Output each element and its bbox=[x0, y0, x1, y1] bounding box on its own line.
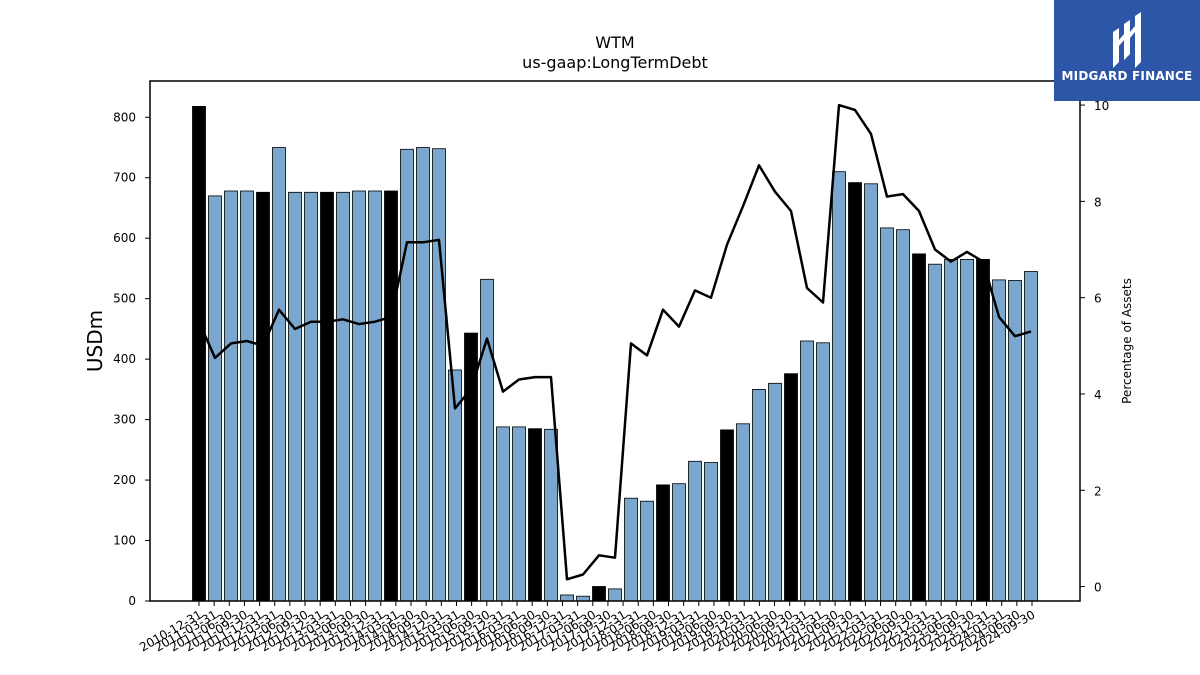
bar bbox=[736, 423, 750, 602]
bar bbox=[400, 148, 414, 602]
bar bbox=[432, 148, 446, 602]
bar bbox=[208, 195, 222, 602]
y2-tick-label: 2 bbox=[1094, 484, 1102, 498]
y2-axis-label: Percentage of Assets bbox=[1120, 278, 1134, 404]
bar bbox=[480, 278, 494, 602]
bar bbox=[752, 388, 766, 602]
bar bbox=[944, 258, 958, 602]
bar bbox=[976, 258, 990, 602]
y-tick-label: 300 bbox=[113, 413, 136, 427]
y-tick-label: 600 bbox=[113, 231, 136, 245]
y2-tick-label: 10 bbox=[1094, 99, 1109, 113]
y2-tick-label: 4 bbox=[1094, 388, 1102, 402]
y-tick-label: 200 bbox=[113, 473, 136, 487]
bar bbox=[960, 258, 974, 602]
bar bbox=[816, 342, 830, 602]
y-axis-label: USDm bbox=[83, 310, 107, 372]
bar bbox=[1008, 280, 1022, 602]
bar bbox=[800, 340, 814, 602]
y-axis-left: 0 100 200 300 400 500 600 700 800 bbox=[113, 110, 150, 608]
y2-tick-label: 0 bbox=[1094, 581, 1102, 595]
bar bbox=[192, 106, 206, 602]
bar bbox=[240, 190, 254, 602]
bar bbox=[352, 190, 366, 602]
bar bbox=[528, 428, 542, 602]
bar bbox=[512, 426, 526, 602]
y2-tick-label: 6 bbox=[1094, 292, 1102, 306]
bar bbox=[864, 183, 878, 602]
bar bbox=[896, 229, 910, 602]
y-tick-label: 800 bbox=[113, 110, 136, 124]
midgard-logo-icon bbox=[1113, 12, 1141, 68]
bar bbox=[768, 382, 782, 602]
bar bbox=[928, 263, 942, 602]
bar bbox=[624, 497, 638, 602]
bar bbox=[272, 147, 286, 602]
bar bbox=[720, 429, 734, 602]
y-tick-label: 0 bbox=[128, 594, 136, 608]
bar bbox=[912, 253, 926, 602]
bar bbox=[496, 426, 510, 602]
bar bbox=[832, 171, 846, 602]
bar bbox=[672, 483, 686, 602]
bar bbox=[560, 594, 574, 602]
percentage-line bbox=[197, 103, 1032, 581]
x-axis: 2010-12-312011-03-312011-06-302011-09-30… bbox=[137, 601, 1038, 654]
bar bbox=[256, 191, 270, 602]
y2-tick-label: 8 bbox=[1094, 195, 1102, 209]
bar bbox=[416, 147, 430, 602]
bar bbox=[688, 460, 702, 602]
bar bbox=[1024, 271, 1038, 602]
bar bbox=[848, 182, 862, 602]
bar bbox=[288, 191, 302, 602]
y-tick-label: 100 bbox=[113, 534, 136, 548]
bar bbox=[992, 279, 1006, 602]
bar bbox=[368, 190, 382, 602]
chart-title: WTM bbox=[595, 33, 634, 52]
bar-group bbox=[192, 106, 1038, 602]
bar bbox=[608, 588, 622, 602]
bar bbox=[656, 484, 670, 602]
y-axis-right: 0 2 4 6 8 10 bbox=[1080, 99, 1109, 595]
bar bbox=[592, 586, 606, 602]
y-tick-label: 500 bbox=[113, 292, 136, 306]
y-tick-label: 700 bbox=[113, 171, 136, 185]
bar bbox=[544, 428, 558, 602]
bar bbox=[384, 190, 398, 602]
y-tick-label: 400 bbox=[113, 352, 136, 366]
bar bbox=[784, 373, 798, 602]
bar bbox=[704, 462, 718, 602]
bar bbox=[320, 191, 334, 602]
bar bbox=[880, 227, 894, 602]
bar bbox=[304, 191, 318, 602]
chart-subtitle: us-gaap:LongTermDebt bbox=[522, 53, 708, 72]
bar bbox=[224, 190, 238, 602]
brand-name: MIDGARD FINANCE bbox=[1061, 69, 1193, 83]
bar bbox=[336, 191, 350, 602]
line-layer bbox=[197, 103, 1032, 581]
brand-logo: MIDGARD FINANCE bbox=[1054, 0, 1200, 101]
bar bbox=[640, 500, 654, 602]
plot-frame bbox=[149, 80, 1081, 602]
